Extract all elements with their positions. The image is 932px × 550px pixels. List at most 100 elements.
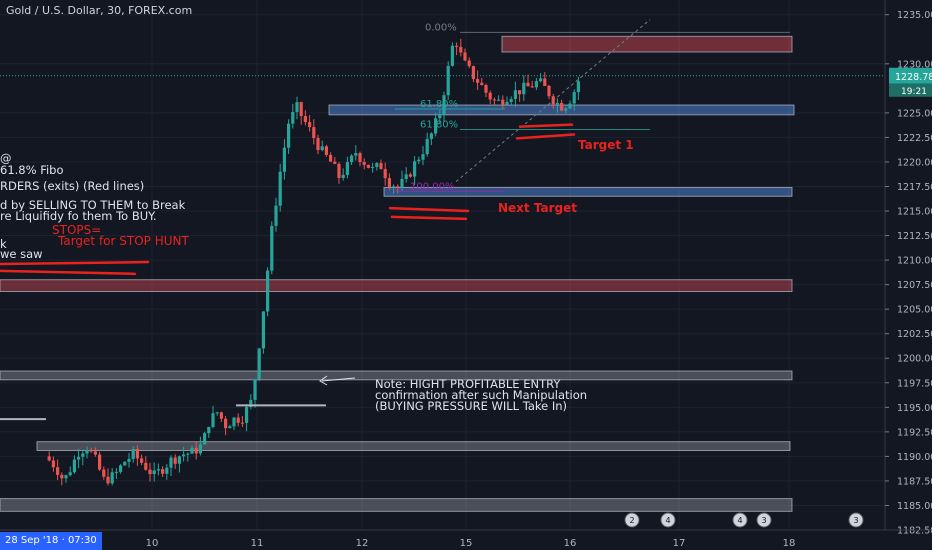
note-left-1: @ [0, 151, 12, 165]
event-badge-count-2: 4 [737, 516, 742, 525]
candle-body-51 [261, 311, 265, 349]
candle-body-40 [215, 412, 219, 414]
candle-body-109 [505, 102, 509, 105]
candle-body-4 [64, 475, 68, 479]
fib-100-label: 100.00% [410, 181, 455, 192]
candle-body-69 [337, 163, 341, 178]
candle-body-29 [169, 457, 173, 468]
event-badge-count-3: 3 [761, 516, 766, 525]
candle-body-60 [299, 102, 303, 117]
candle-body-102 [476, 79, 480, 83]
candle-body-14 [106, 476, 110, 484]
candle-body-123 [564, 108, 568, 111]
red-target-line-5 [0, 269, 137, 276]
candle-body-65 [320, 146, 324, 151]
candle-body-7 [77, 456, 81, 460]
event-badge-0 [624, 512, 640, 528]
candle-body-75 [362, 161, 366, 165]
note-left-6: k [0, 237, 7, 251]
candle-body-10 [89, 450, 93, 452]
candle-body-106 [492, 99, 496, 101]
candle-body-62 [308, 122, 312, 128]
candle-body-82 [392, 186, 396, 188]
note-left-7: we saw [0, 247, 43, 261]
candle-body-16 [114, 471, 118, 473]
countdown-value: 19:21 [901, 87, 927, 97]
candle-body-93 [438, 114, 442, 119]
candle-body-20 [131, 449, 135, 459]
chart-title: Gold / U.S. Dollar, 30, FOREX.com [6, 4, 193, 17]
candle-body-22 [140, 458, 144, 463]
price-tick-label-2: 1225.00 [897, 108, 932, 119]
candle-body-67 [329, 154, 333, 162]
candle-body-116 [534, 81, 538, 88]
candle-body-80 [383, 169, 387, 179]
fib-618-b-label: 61.80% [420, 120, 458, 131]
zone-1191 [36, 441, 791, 451]
candle-body-83 [396, 186, 400, 188]
candle-body-47 [245, 406, 249, 423]
time-label-17: 17 [673, 538, 686, 549]
candle-body-5 [68, 472, 72, 476]
candle-body-53 [270, 225, 274, 271]
price-tick-label-14: 1195.00 [897, 403, 932, 414]
target-1-label: Target 1 [578, 138, 634, 152]
candle-body-87 [413, 161, 417, 177]
candle-body-78 [375, 163, 379, 167]
candle-body-0 [47, 456, 51, 461]
candle-body-12 [98, 454, 102, 470]
price-tick-label-18: 1185.00 [897, 501, 932, 512]
candle-body-11 [93, 451, 97, 455]
last-price-badge [889, 67, 932, 84]
candle-body-37 [203, 433, 207, 445]
price-tick-label-9: 1207.50 [897, 280, 932, 291]
candle-body-113 [522, 82, 526, 95]
price-tick-label-10: 1205.00 [897, 305, 932, 316]
fib-618-a-label: 61.80% [420, 99, 458, 110]
countdown-badge [889, 83, 932, 97]
candle-body-58 [291, 111, 295, 124]
candle-body-18 [123, 461, 127, 466]
candle-body-119 [547, 85, 551, 97]
stops-label: STOPS= [52, 223, 102, 237]
resistance-zone-top [501, 35, 793, 53]
candle-body-15 [110, 472, 114, 484]
candle-body-101 [471, 66, 475, 80]
red-target-line-1 [515, 133, 576, 140]
candle-body-121 [555, 102, 559, 105]
candle-body-86 [408, 174, 412, 177]
candle-body-31 [177, 456, 181, 464]
price-tick-label-15: 1192.50 [897, 427, 932, 438]
time-cursor-label: 28 Sep '18 · 07:30 [0, 532, 102, 550]
candle-body-68 [333, 161, 337, 164]
note-left-4: d by SELLING TO THEM to Break [0, 198, 186, 212]
candle-body-26 [156, 469, 160, 471]
candle-body-97 [455, 45, 459, 47]
candle-body-57 [287, 123, 291, 148]
event-badge-3 [756, 512, 772, 528]
candle-body-117 [539, 78, 543, 82]
candle-body-126 [576, 81, 580, 93]
candle-body-42 [224, 418, 228, 429]
time-label-10: 10 [146, 538, 159, 549]
candle-body-52 [266, 270, 270, 312]
red-target-line-0 [518, 123, 574, 128]
entry-note-1: Note: HIGHT PROFITABLE ENTRY [375, 377, 561, 391]
price-tick-label-7: 1212.50 [897, 231, 932, 242]
stop-hunt-label: Target for STOP HUNT [58, 234, 189, 248]
event-badge-2 [732, 512, 748, 528]
price-tick-label-19: 1182.50 [897, 526, 932, 537]
candle-body-23 [144, 462, 148, 470]
note-left-5: re Liquifidy fo them To BUY. [0, 209, 157, 223]
red-target-line-2 [388, 206, 470, 213]
entry-note-3: (BUYING PRESSURE WILL Take In) [375, 399, 568, 413]
candle-body-110 [509, 99, 513, 103]
candle-body-54 [274, 205, 278, 226]
price-tick-label-6: 1215.00 [897, 207, 932, 218]
candle-body-72 [350, 155, 354, 163]
candle-body-79 [379, 163, 383, 170]
candle-body-111 [513, 90, 517, 100]
candle-body-115 [530, 86, 534, 88]
candle-body-55 [278, 171, 282, 206]
